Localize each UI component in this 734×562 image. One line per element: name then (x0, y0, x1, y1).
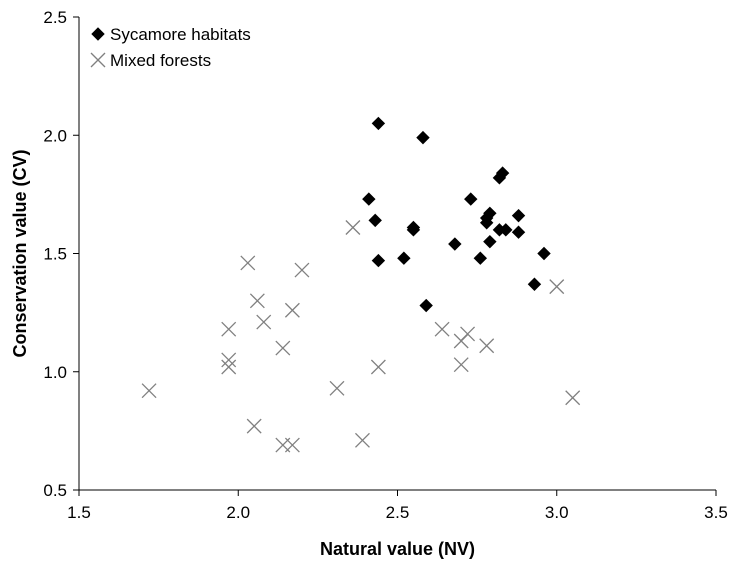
legend-marker-x (90, 52, 106, 68)
x-tick-label: 2.0 (226, 503, 250, 522)
data-point-x (284, 302, 300, 318)
series-mixed (141, 220, 581, 453)
data-point-diamond (362, 192, 376, 206)
data-point-x (479, 338, 495, 354)
series-sycamore (362, 116, 551, 313)
legend-marker-diamond (91, 27, 105, 41)
data-point-diamond (492, 171, 507, 185)
data-point-x (294, 262, 310, 278)
y-ticks: 0.5 1.0 1.5 2.0 2.5 (43, 8, 79, 500)
data-point-x (345, 220, 361, 235)
x-tick-label: 3.5 (704, 503, 728, 522)
data-point-diamond (368, 213, 382, 228)
data-point-x (221, 352, 237, 368)
legend: Sycamore habitats Mixed forests (90, 25, 251, 70)
data-point-diamond (371, 116, 386, 131)
y-tick-label: 2.5 (43, 8, 67, 27)
data-point-x (221, 359, 237, 375)
data-point-diamond (397, 251, 411, 265)
y-tick-label: 1.0 (43, 363, 67, 382)
x-axis-title: Natural value (NV) (320, 539, 475, 559)
x-tick-label: 1.5 (67, 503, 91, 522)
y-tick-label: 2.0 (43, 126, 67, 145)
data-point-diamond (537, 246, 551, 261)
legend-marker-shape (91, 27, 105, 41)
data-point-x (246, 418, 262, 434)
x-tick-label: 3.0 (545, 503, 569, 522)
data-point-x (240, 255, 256, 271)
legend-item-sycamore: Sycamore habitats (91, 25, 251, 44)
data-point-diamond (416, 130, 430, 145)
data-point-diamond (511, 208, 526, 223)
y-tick-label: 0.5 (43, 481, 67, 500)
x-ticks: 1.5 2.0 2.5 3.0 3.5 (67, 490, 728, 522)
data-point-diamond (464, 192, 478, 206)
data-point-x (256, 314, 272, 330)
legend-label-sycamore: Sycamore habitats (110, 25, 251, 44)
data-point-x (370, 359, 386, 375)
data-point-x (453, 357, 469, 373)
data-point-x (221, 321, 237, 337)
data-point-diamond (527, 277, 542, 291)
x-tick-label: 2.5 (386, 503, 410, 522)
data-point-x (565, 390, 581, 406)
data-point-x (275, 340, 291, 356)
data-point-diamond (483, 234, 497, 249)
data-point-x (453, 333, 469, 349)
legend-label-mixed: Mixed forests (110, 51, 211, 70)
legend-item-mixed: Mixed forests (90, 51, 211, 70)
y-tick-label: 1.5 (43, 245, 67, 264)
data-point-x (355, 432, 370, 448)
data-point-x (284, 437, 300, 453)
data-point-x (434, 321, 450, 337)
series-layer (141, 116, 581, 453)
data-point-diamond (473, 251, 488, 265)
data-point-x (329, 380, 345, 396)
data-point-diamond (419, 298, 433, 313)
data-point-x (249, 293, 265, 309)
data-point-diamond (371, 253, 386, 268)
y-axis-title: Conservation value (CV) (10, 149, 30, 357)
data-point-x (549, 279, 565, 295)
data-point-x (141, 383, 157, 399)
data-point-diamond (448, 237, 462, 251)
data-point-diamond (406, 223, 421, 237)
legend-marker-shape (90, 52, 106, 68)
data-point-diamond (479, 216, 494, 230)
data-point-diamond (511, 225, 526, 239)
plot-area: 1.5 2.0 2.5 3.0 3.5 0.5 1.0 1.5 2.0 2.5 (43, 8, 727, 522)
data-point-diamond (499, 223, 513, 237)
